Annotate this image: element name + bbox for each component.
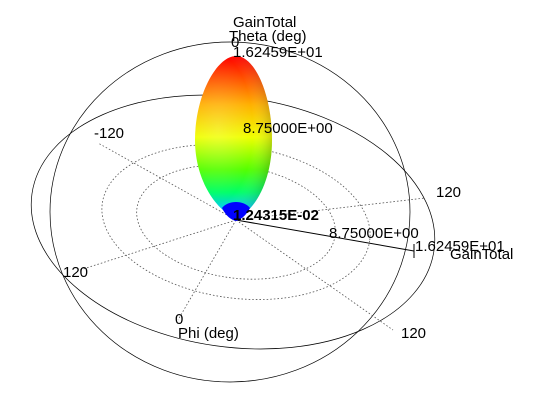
theta-axis-label: Theta (deg) [229,28,307,45]
spoke-phi-zero [177,219,237,321]
gain-axis [235,219,415,252]
angle-tick-left-120: 120 [63,264,88,281]
angle-tick-minus-120: -120 [94,125,124,142]
gain-axis-max-label: 1.62459E+01 [415,238,505,255]
gain-min-label: 1.24315E-02 [233,207,319,224]
radiation-lobe [195,56,272,221]
gain-mid-label: 8.75000E+00 [243,120,333,137]
gain-axis-label: GainTotal [450,246,513,263]
spoke-left-120 [79,219,237,271]
gain-axis-mid-label: 8.75000E+00 [329,225,419,242]
angle-tick-bottom-120: 120 [401,325,426,342]
inner-gain-ring [136,164,336,280]
angle-tick-right-120: 120 [436,184,461,201]
spoke-minus-120 [97,142,237,221]
outer-vertical-ring [49,41,411,383]
gain-max-label: 1.62459E+01 [233,44,323,61]
spoke-bottom-120 [235,219,394,331]
chart-title: GainTotal [233,14,296,31]
spoke-right-120 [235,197,426,221]
mid-gain-ring [101,144,371,300]
theta-zero-label: 0 [231,34,239,51]
phi-zero-label: 0 [175,311,183,328]
phi-axis-label: Phi (deg) [178,325,239,342]
